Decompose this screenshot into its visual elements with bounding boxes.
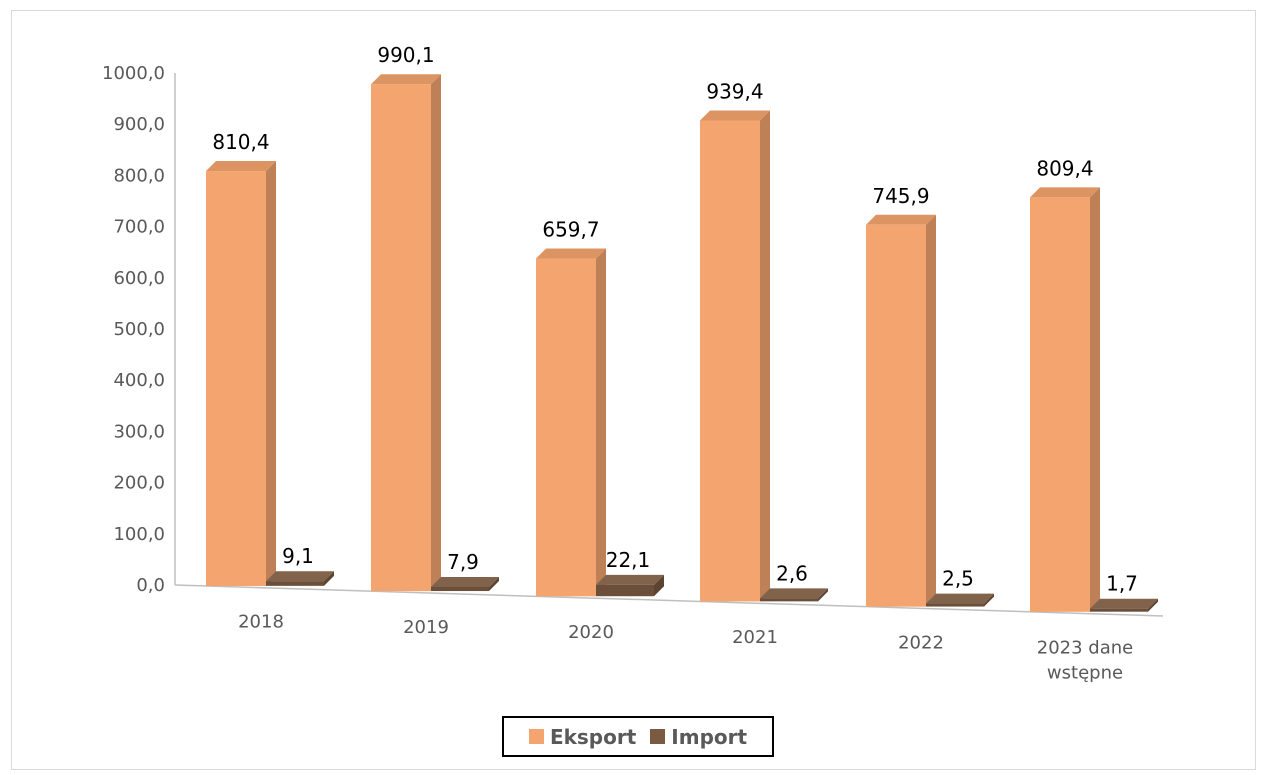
bar-eksport-side bbox=[431, 74, 441, 592]
data-label-eksport: 659,7 bbox=[542, 218, 599, 242]
bar-import-side bbox=[324, 571, 334, 586]
y-tick-label: 800,0 bbox=[113, 165, 165, 186]
bar-import-top bbox=[926, 593, 994, 604]
y-tick-label: 600,0 bbox=[113, 268, 165, 289]
data-label-eksport: 939,4 bbox=[706, 79, 763, 103]
data-label-eksport: 810,4 bbox=[212, 130, 269, 154]
x-category-label: 2019 bbox=[403, 617, 449, 638]
y-tick-label: 200,0 bbox=[113, 473, 165, 494]
bar-import-side bbox=[489, 576, 499, 592]
bar-import bbox=[760, 598, 818, 602]
bar-eksport-top bbox=[1030, 187, 1100, 198]
legend-label-eksport: Eksport bbox=[549, 724, 637, 749]
bar-eksport bbox=[1030, 197, 1090, 612]
y-tick-label: 500,0 bbox=[113, 319, 165, 340]
x-category-label: 2022 bbox=[898, 632, 944, 653]
bar-eksport-side bbox=[926, 214, 936, 607]
y-tick-label: 0,0 bbox=[136, 575, 165, 596]
bar-import-top bbox=[596, 574, 664, 585]
legend-swatch-import bbox=[650, 729, 666, 744]
bar-import bbox=[926, 603, 984, 607]
legend-item-eksport: Eksport bbox=[528, 724, 637, 749]
data-label-import: 9,1 bbox=[282, 544, 314, 568]
bar-eksport-top bbox=[371, 74, 441, 85]
bar-eksport-top bbox=[866, 214, 936, 225]
bar-import-top bbox=[760, 588, 828, 599]
data-label-import: 2,6 bbox=[776, 561, 808, 585]
data-label-import: 22,1 bbox=[606, 548, 651, 572]
y-axis-ticks: 0,0 100,0 200,0 300,0 400,0 500,0 600,0 700,0 80… bbox=[102, 63, 165, 596]
bar-eksport bbox=[866, 224, 926, 607]
bar-eksport-side bbox=[1090, 187, 1100, 612]
data-label-eksport: 809,4 bbox=[1036, 156, 1093, 180]
chart-frame bbox=[11, 10, 1256, 770]
bar-import-side bbox=[818, 588, 828, 602]
bar-import-top bbox=[431, 576, 499, 587]
bar-import bbox=[1090, 608, 1148, 612]
bars bbox=[206, 74, 1158, 612]
y-tick-label: 300,0 bbox=[113, 421, 165, 442]
bar-import bbox=[431, 586, 489, 592]
bar-eksport-side bbox=[596, 248, 606, 597]
bar-import-side bbox=[984, 593, 994, 607]
data-label-import: 1,7 bbox=[1106, 572, 1138, 596]
legend: Eksport Import bbox=[502, 716, 774, 757]
bar-eksport-top bbox=[536, 248, 606, 259]
y-tick-label: 1000,0 bbox=[102, 63, 165, 84]
data-label-import: 2,5 bbox=[942, 567, 974, 591]
bar-import-top bbox=[1090, 598, 1158, 609]
x-category-label: 2021 bbox=[732, 627, 778, 648]
bar-import bbox=[266, 581, 324, 586]
y-tick-label: 900,0 bbox=[113, 114, 165, 135]
legend-label-import: Import bbox=[671, 724, 748, 749]
bar-eksport bbox=[536, 258, 596, 597]
bar-eksport-side bbox=[760, 110, 770, 602]
bar-eksport-side bbox=[266, 161, 276, 586]
bar-import bbox=[596, 584, 654, 597]
x-category-label: 2020 bbox=[568, 622, 614, 643]
bar-eksport-top bbox=[700, 110, 770, 121]
y-tick-label: 700,0 bbox=[113, 217, 165, 238]
bar-import-side bbox=[1148, 598, 1158, 612]
bar-eksport bbox=[371, 84, 431, 592]
axes bbox=[174, 73, 1164, 617]
x-category-label: 2018 bbox=[238, 612, 284, 633]
y-tick-label: 400,0 bbox=[113, 370, 165, 391]
x-axis-categories: 2018 2019 2020 2021 2022 2023 dane wstępne bbox=[238, 612, 1133, 684]
legend-swatch-eksport bbox=[528, 729, 544, 744]
data-label-eksport: 745,9 bbox=[872, 184, 929, 208]
x-category-label: 2023 dane wstępne bbox=[1037, 638, 1133, 684]
y-tick-label: 100,0 bbox=[113, 524, 165, 545]
x-axis-line bbox=[174, 584, 1164, 617]
data-label-import: 7,9 bbox=[447, 550, 479, 574]
legend-item-import: Import bbox=[650, 725, 747, 749]
data-labels: 810,4 9,1 990,1 7,9 659,7 22,1 939,4 2,6 745,9 2,… bbox=[212, 43, 1138, 595]
bar-eksport bbox=[206, 171, 266, 586]
bar-import-side bbox=[654, 574, 664, 597]
data-label-eksport: 990,1 bbox=[377, 43, 434, 67]
bar-eksport bbox=[700, 120, 760, 602]
bar-import-top bbox=[266, 571, 334, 582]
bar-eksport-top bbox=[206, 161, 276, 172]
